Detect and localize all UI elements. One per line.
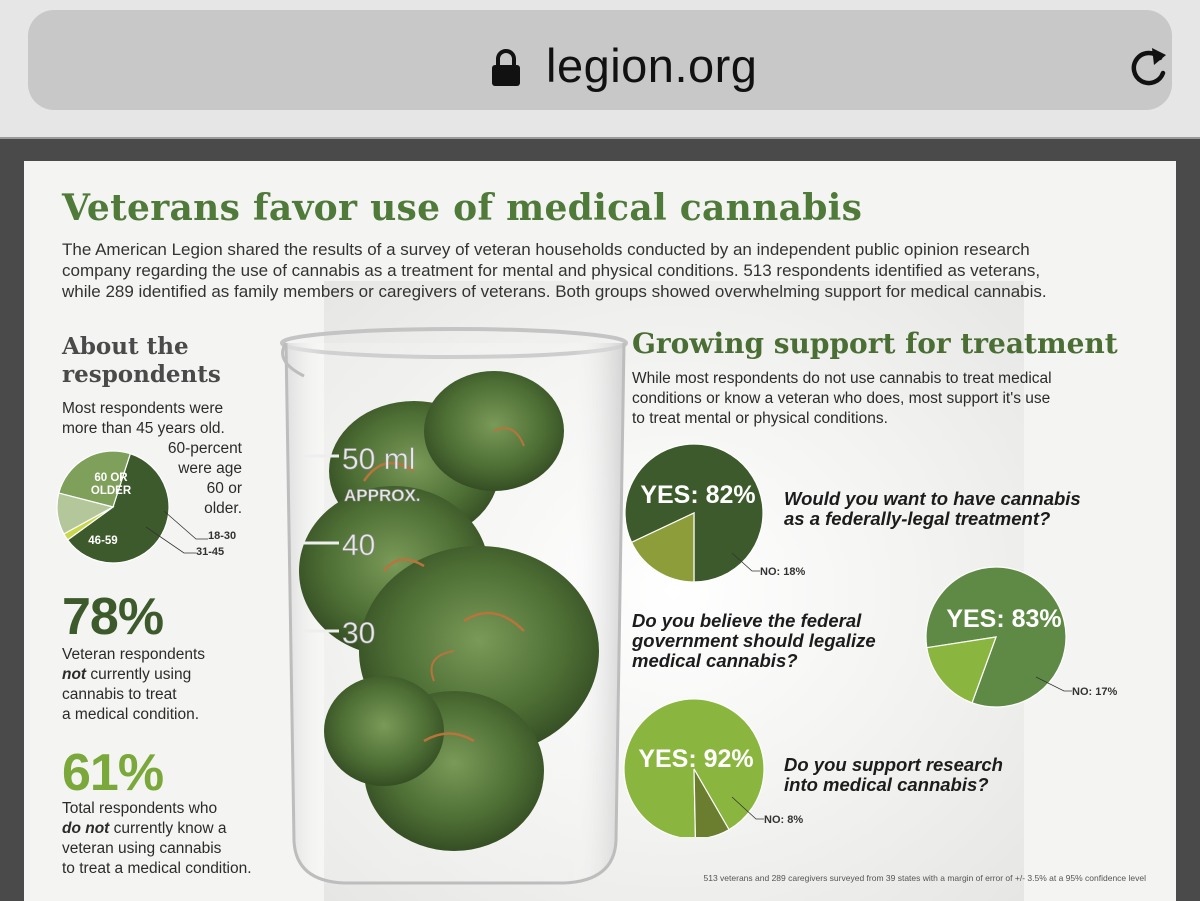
side-note-line: 60 or	[206, 480, 242, 497]
about-heading-line: respondents	[62, 361, 221, 388]
pie-slice-no-8	[693, 768, 730, 837]
leader-line-18-30	[163, 510, 208, 540]
stat-caption-line: veteran using cannabis	[62, 840, 222, 857]
question-line: Would you want to have cannabis	[784, 488, 1081, 509]
pie3-slices	[623, 698, 765, 837]
question-1: Would you want to have cannabis as a fed…	[784, 489, 1081, 529]
page-title: Veterans favor use of medical cannabis	[62, 187, 863, 229]
about-heading-line: About the	[62, 333, 189, 360]
research-support-pie: YES: 92% NO: 8%	[623, 698, 803, 837]
beaker-mark-50ml: 50 ml	[342, 443, 415, 476]
browser-toolbar: legion.org	[0, 0, 1200, 139]
question-2: Do you believe the federal government sh…	[632, 611, 876, 671]
pie1-no-label: NO: 18%	[760, 566, 805, 578]
beaker-mark-approx: APPROX.	[344, 486, 421, 505]
stat-61-caption: Total respondents who do not currently k…	[62, 799, 252, 879]
pie3-leader-line	[731, 796, 764, 820]
about-desc-line: Most respondents were	[62, 400, 224, 417]
question-line: medical cannabis?	[632, 650, 798, 671]
beaker-illustration: 50 ml APPROX. 40 30	[280, 327, 628, 885]
side-note-line: older.	[204, 500, 242, 517]
pie2-slices	[925, 566, 1067, 708]
question-line: government should legalize	[632, 630, 876, 651]
age-label-31-45: 31-45	[196, 546, 224, 558]
cannabis-bud	[299, 371, 599, 851]
beaker-markings: 50 ml APPROX. 40 30	[304, 443, 421, 650]
federal-legal-treatment-pie: YES: 82% NO: 18%	[624, 443, 805, 583]
pie-slice-no-18	[630, 512, 695, 583]
stat-caption-line: to treat a medical condition.	[62, 860, 252, 877]
stat-caption-line: cannabis to treat	[62, 686, 177, 703]
stat-caption-emphasis: do not	[62, 820, 110, 837]
question-3: Do you support research into medical can…	[784, 755, 1003, 795]
age-label-18-30: 18-30	[208, 530, 236, 542]
stat-78-value: 78%	[62, 588, 164, 646]
pie2-yes-label: YES: 83%	[946, 605, 1061, 633]
question-line: Do you support research	[784, 754, 1003, 775]
intro-line: company regarding the use of cannabis as…	[62, 261, 1041, 280]
about-desc-line: more than 45 years old.	[62, 420, 225, 437]
leader-line-31-45	[145, 526, 196, 554]
side-note-line: were age	[178, 460, 242, 477]
intro-text: The American Legion shared the results o…	[62, 239, 1047, 302]
pie1-slices	[624, 443, 764, 583]
growing-desc-line: to treat mental or physical conditions.	[632, 410, 888, 427]
stat-caption-line: do not currently know a	[62, 819, 252, 839]
age-pie-chart: 60 OR OLDER 46-59 31-45 18-30	[56, 450, 236, 564]
about-description: Most respondents were more than 45 years…	[62, 399, 225, 439]
growing-support-heading: Growing support for treatment	[632, 327, 1118, 360]
stat-caption-rest: currently using	[86, 666, 192, 683]
url-text: legion.org	[546, 39, 758, 92]
pie3-no-label: NO: 8%	[764, 814, 803, 826]
stat-caption-line: not currently using	[62, 665, 205, 685]
pie1-yes-label: YES: 82%	[640, 481, 755, 509]
pie3-yes-label: YES: 92%	[638, 745, 753, 773]
infographic: Veterans favor use of medical cannabis T…	[24, 161, 1176, 901]
stat-caption-line: Veteran respondents	[62, 646, 206, 663]
growing-desc-line: While most respondents do not use cannab…	[632, 370, 1052, 387]
question-line: into medical cannabis?	[784, 774, 989, 795]
stat-caption-line: Total respondents who	[62, 800, 218, 817]
pie-slice-yes-83	[925, 566, 1067, 708]
reload-icon[interactable]	[1126, 43, 1170, 91]
about-heading: About the respondents	[62, 333, 221, 389]
federal-legalize-pie: YES: 83% NO: 17%	[925, 566, 1117, 708]
beaker-mark-40: 40	[342, 529, 375, 562]
pie-slice-18-30	[63, 506, 114, 541]
pie2-leader-line	[1035, 676, 1072, 692]
survey-footnote: 513 veterans and 289 caregivers surveyed…	[703, 873, 1146, 883]
age-label-60-or-older-line2: OLDER	[91, 485, 132, 497]
stat-78-caption: Veteran respondents not currently using …	[62, 645, 205, 725]
pie-slice-yes-92	[623, 698, 765, 837]
pie-slice-60-or-older	[66, 452, 170, 564]
growing-desc-line: conditions or know a veteran who does, m…	[632, 390, 1051, 407]
question-line: Do you believe the federal	[632, 610, 862, 631]
lock-icon	[492, 49, 520, 86]
question-line: as a federally-legal treatment?	[784, 508, 1051, 529]
stat-caption-emphasis: not	[62, 666, 87, 683]
intro-line: The American Legion shared the results o…	[62, 240, 1030, 259]
pie-slice-no-17	[926, 636, 997, 704]
intro-line: while 289 identified as family members o…	[62, 282, 1047, 301]
stat-caption-rest: currently know a	[109, 820, 227, 837]
pie1-leader-line	[731, 552, 760, 572]
pie-slice-46-59	[58, 450, 132, 508]
age-pie-slices	[56, 450, 170, 564]
side-note-line: 60-percent	[167, 440, 242, 457]
pie2-no-label: NO: 17%	[1072, 686, 1117, 698]
beaker-mark-30: 30	[342, 617, 375, 650]
age-label-60-or-older: 60 OR	[94, 472, 128, 484]
stat-caption-line: a medical condition.	[62, 706, 199, 723]
address-bar[interactable]: legion.org	[28, 10, 1172, 110]
growing-support-description: While most respondents do not use cannab…	[632, 369, 1052, 429]
about-side-note: 60-percent were age 60 or older.	[144, 439, 242, 519]
age-label-46-59: 46-59	[88, 535, 117, 547]
stat-61-value: 61%	[62, 744, 164, 802]
